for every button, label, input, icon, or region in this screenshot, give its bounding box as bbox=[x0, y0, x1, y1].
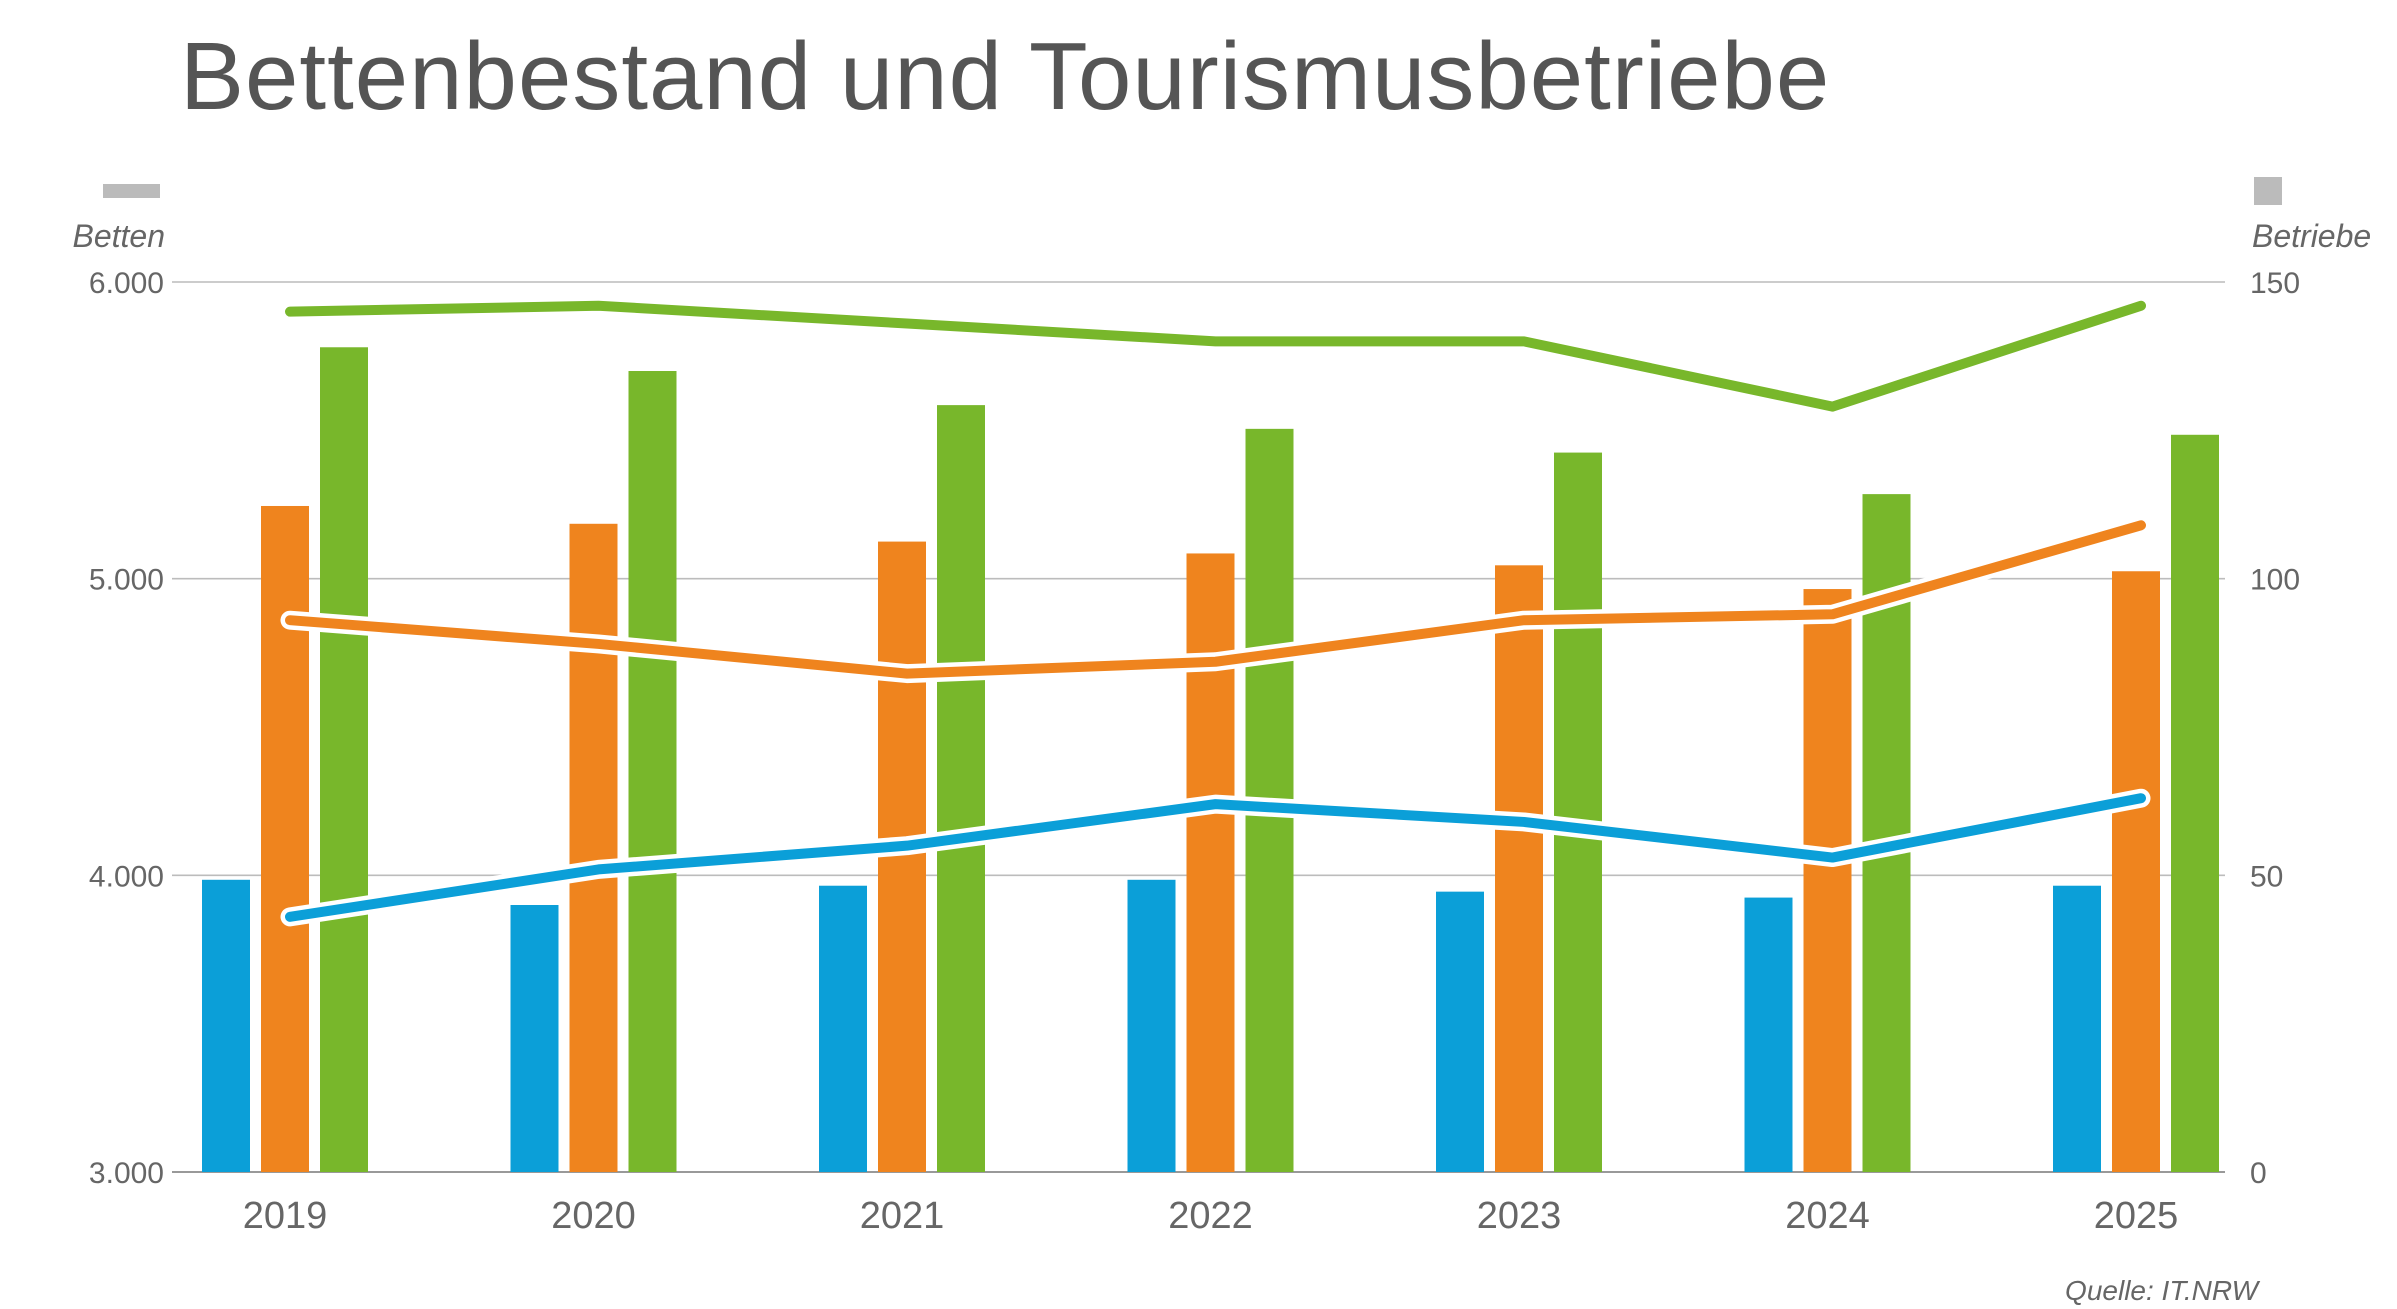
x-tick-label: 2020 bbox=[551, 1195, 636, 1237]
bar bbox=[2053, 885, 2101, 1172]
right-tick-label: 0 bbox=[2250, 1157, 2267, 1190]
bars bbox=[202, 347, 2219, 1173]
x-tick-label: 2021 bbox=[860, 1195, 945, 1237]
x-tick-label: 2019 bbox=[243, 1195, 328, 1237]
bar bbox=[320, 347, 368, 1172]
source-note: Quelle: IT.NRW bbox=[2065, 1275, 2261, 1306]
bar bbox=[2112, 571, 2160, 1172]
left-tick-label: 5.000 bbox=[89, 564, 164, 597]
right-axis-swatch bbox=[2254, 177, 2282, 205]
bar bbox=[1495, 565, 1543, 1172]
bar bbox=[1436, 891, 1484, 1172]
lines bbox=[280, 296, 2151, 927]
bar bbox=[2171, 434, 2219, 1172]
bar bbox=[1803, 589, 1852, 1172]
right-tick-label: 50 bbox=[2250, 860, 2283, 893]
x-tick-label: 2022 bbox=[1168, 1195, 1253, 1237]
bar bbox=[261, 505, 309, 1172]
x-tick-label: 2024 bbox=[1785, 1195, 1870, 1237]
left-axis-label: Betten bbox=[72, 218, 165, 254]
left-tick-label: 6.000 bbox=[89, 267, 164, 300]
right-tick-label: 150 bbox=[2250, 267, 2300, 300]
right-tick-label: 100 bbox=[2250, 564, 2300, 597]
bar bbox=[1554, 452, 1602, 1172]
left-axis-swatch bbox=[103, 184, 160, 198]
bar bbox=[510, 905, 559, 1172]
series-line bbox=[285, 793, 2146, 922]
bar bbox=[819, 885, 867, 1172]
right-axis-label: Betriebe bbox=[2252, 218, 2371, 254]
bar bbox=[1744, 897, 1793, 1172]
bar bbox=[202, 879, 250, 1172]
series-line bbox=[285, 300, 2146, 412]
chart-title: Bettenbestand und Tourismusbetriebe bbox=[180, 23, 1831, 130]
left-tick-label: 3.000 bbox=[89, 1157, 164, 1190]
x-tick-label: 2023 bbox=[1477, 1195, 1562, 1237]
bar bbox=[1127, 879, 1176, 1172]
left-tick-label: 4.000 bbox=[89, 860, 164, 893]
bar bbox=[1186, 553, 1235, 1172]
series-line bbox=[285, 520, 2146, 679]
bar bbox=[569, 523, 618, 1172]
axis-labels: 3.000 4.000 5.000 6.000 0 50 100 150 Betten Betri… bbox=[72, 177, 2371, 1306]
bar bbox=[937, 405, 985, 1172]
x-tick-label: 2025 bbox=[2094, 1195, 2179, 1237]
bar bbox=[628, 371, 677, 1172]
